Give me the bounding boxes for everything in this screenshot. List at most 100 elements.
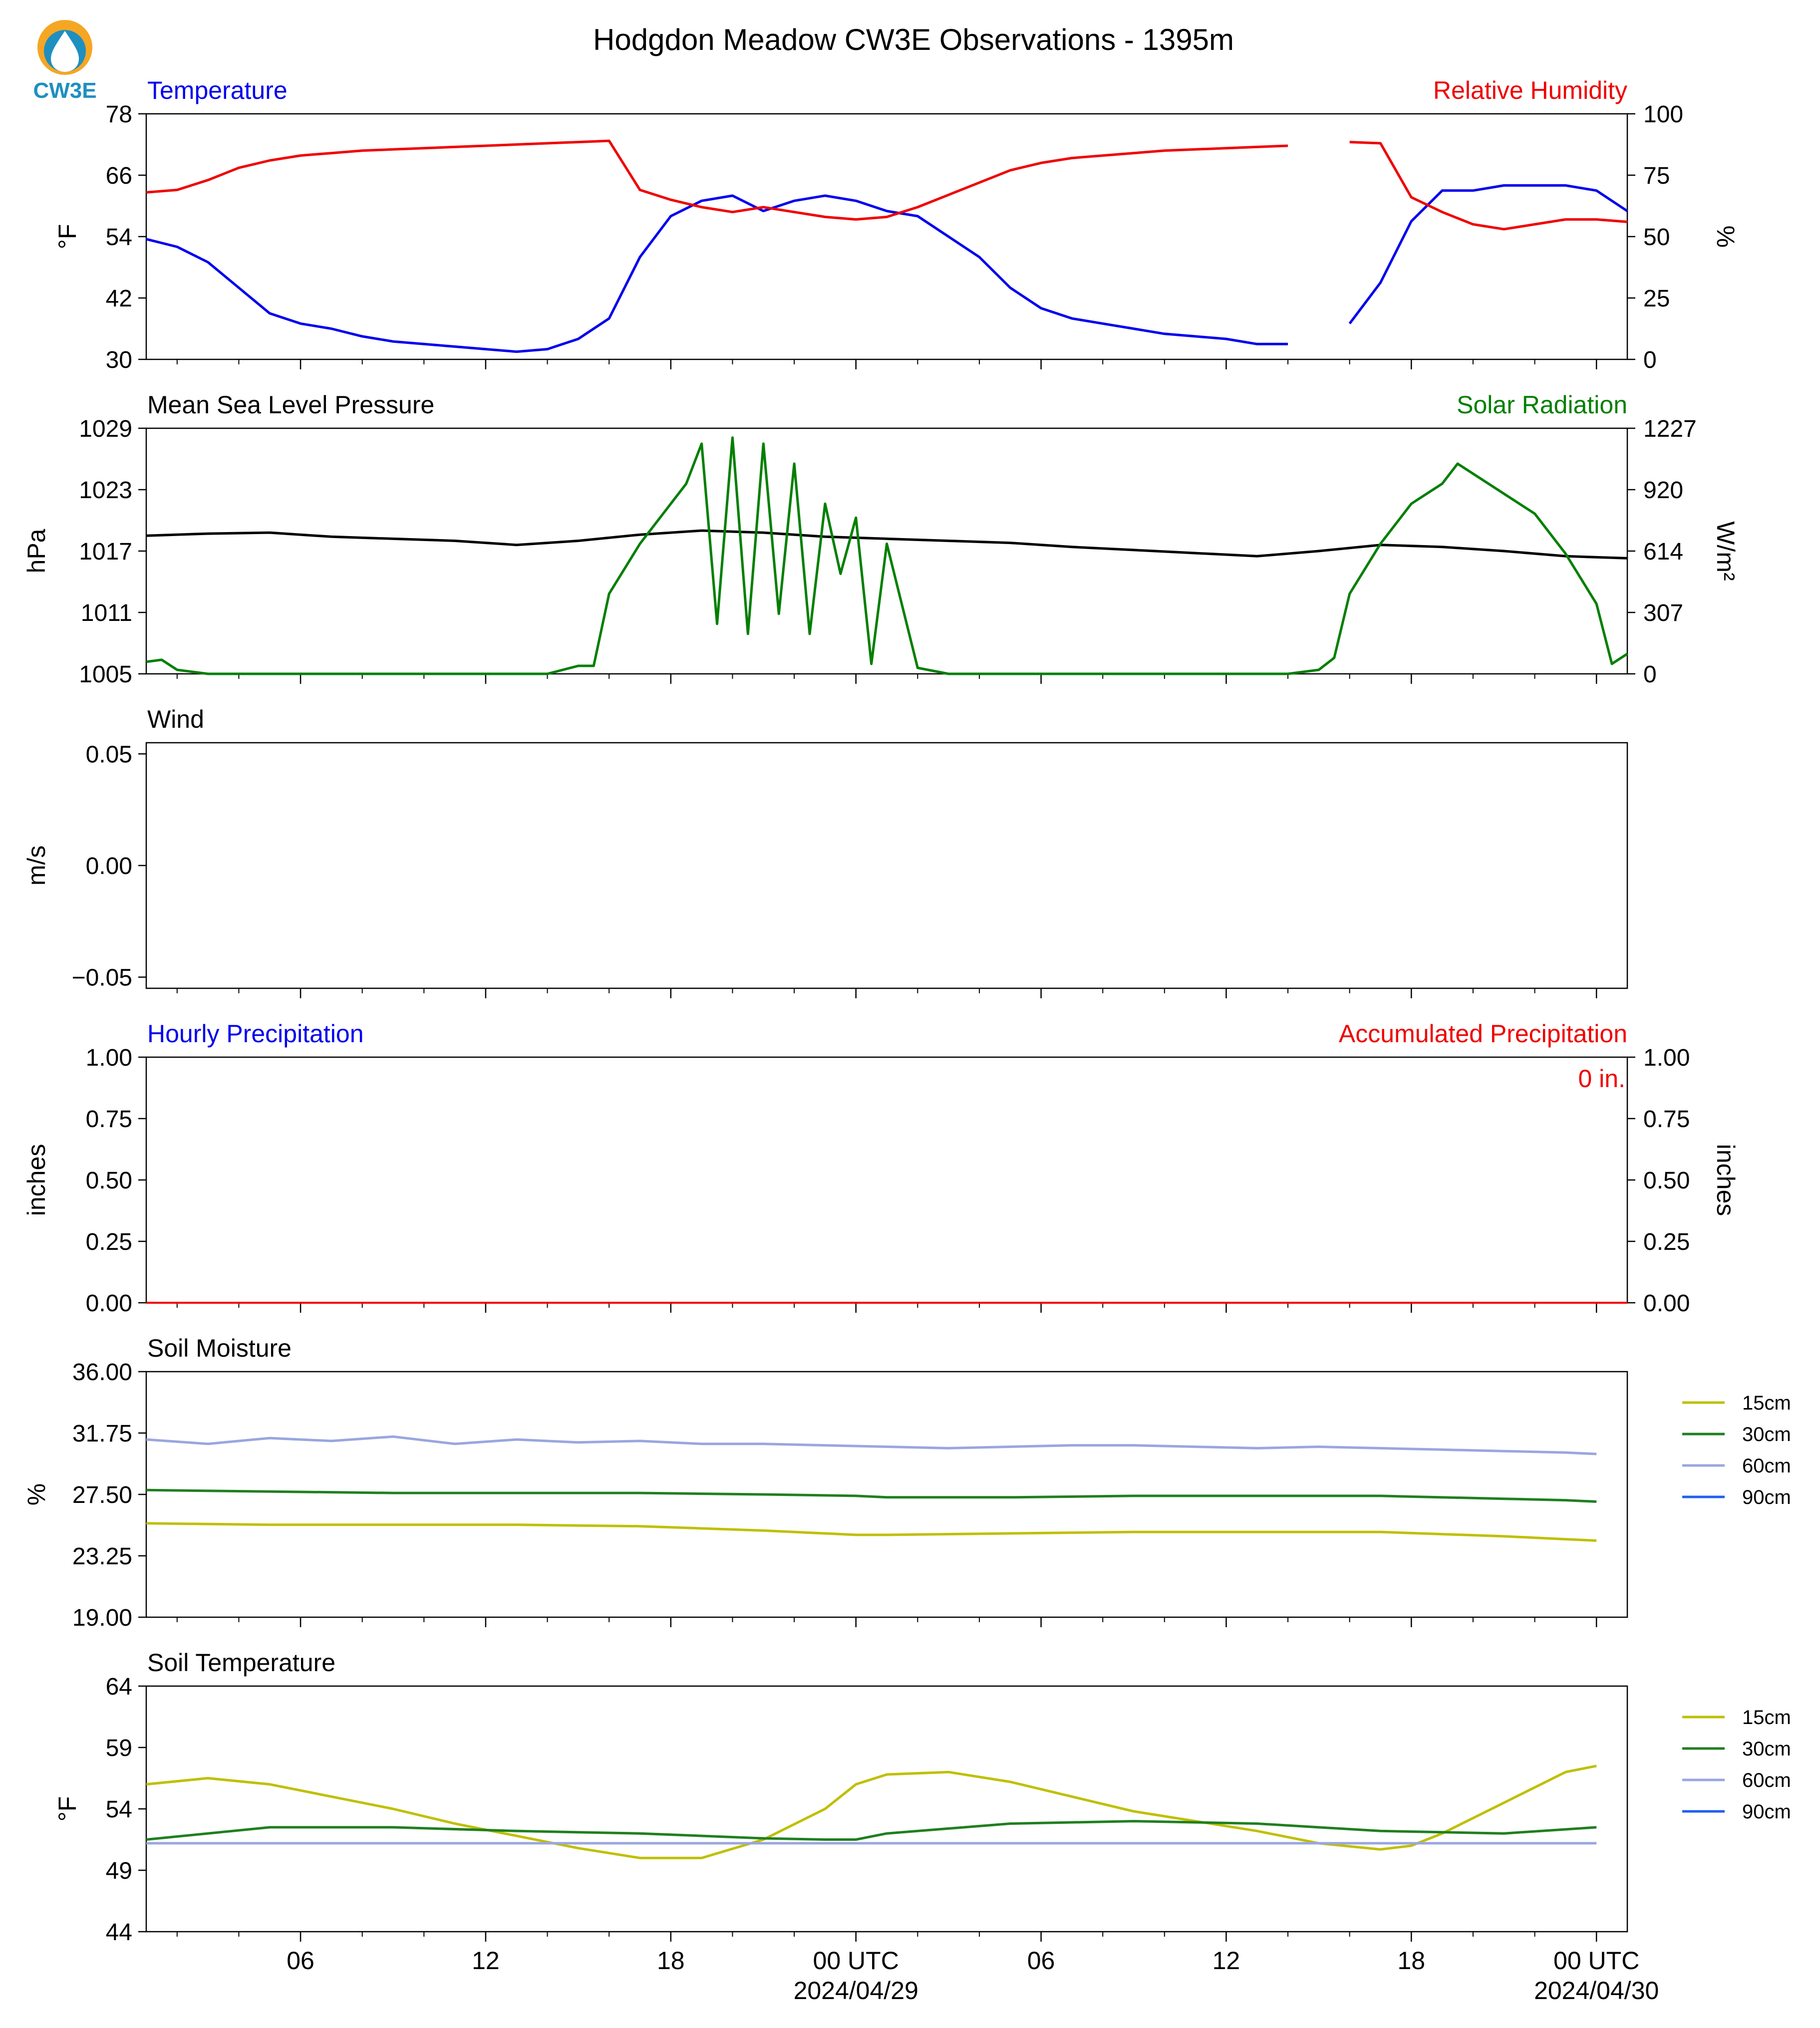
legend-entry: 30cm <box>1742 1738 1791 1760</box>
y2-tick-label: 307 <box>1643 600 1683 626</box>
y-axis-label: hPa <box>22 529 50 573</box>
y-tick-label: 0.50 <box>86 1167 132 1194</box>
y-tick-label: 59 <box>106 1735 132 1761</box>
y-axis-label: °F <box>53 224 81 250</box>
y-tick-label: 1011 <box>81 600 132 626</box>
x-tick-label: 18 <box>1398 1947 1426 1975</box>
y-tick-label: 42 <box>106 286 132 312</box>
legend-entry: 60cm <box>1742 1455 1791 1477</box>
x-tick-label: 12 <box>472 1947 500 1975</box>
panel-temp_rh: Temperature Relative Humidity 30 42 54 66 78 °F… <box>53 76 1740 373</box>
legend-entry: 30cm <box>1742 1424 1791 1446</box>
figure-title: Hodgdon Meadow CW3E Observations - 1395m <box>593 23 1234 56</box>
panel-right-title: Relative Humidity <box>1433 76 1627 104</box>
series-line <box>146 184 1628 353</box>
panel-soil_moisture: Soil Moisture 19.00 23.25 27.50 31.75 36.00% 1… <box>22 1334 1791 1631</box>
y2-tick-label: 100 <box>1643 101 1683 128</box>
series-line <box>146 1764 1597 1859</box>
y2-axis-label: W/m² <box>1712 521 1740 580</box>
y-tick-label: 0.00 <box>86 853 132 879</box>
panel-soil_temp: Soil Temperature 44 49 54 59 64 °F 15cm 30cm 60cm… <box>53 1649 1791 1946</box>
plot-frame <box>145 1371 1628 1618</box>
water-drop-icon <box>51 31 79 72</box>
y-tick-label: 64 <box>106 1674 132 1700</box>
y-axis-label: m/s <box>22 846 50 886</box>
y-tick-label: 23.25 <box>72 1543 132 1570</box>
y-axis-label: °F <box>53 1796 81 1822</box>
x-tick-label: 06 <box>287 1947 314 1975</box>
panel-left-title: Mean Sea Level Pressure <box>147 391 434 419</box>
y2-tick-label: 1.00 <box>1643 1045 1690 1071</box>
y2-tick-label: 75 <box>1643 163 1670 189</box>
plot-frame <box>145 742 1628 989</box>
y2-tick-label: 1227 <box>1643 416 1697 442</box>
y2-tick-label: 50 <box>1643 224 1670 251</box>
y2-tick-label: 0.75 <box>1643 1106 1690 1133</box>
panel-right-title: Solar Radiation <box>1457 391 1627 419</box>
y-tick-label: 1.00 <box>86 1045 132 1071</box>
y2-tick-label: 25 <box>1643 286 1670 312</box>
y-tick-label: 1029 <box>79 416 132 442</box>
y-tick-label: 78 <box>106 101 132 128</box>
panel-left-title: Temperature <box>147 76 288 104</box>
plot-frame <box>145 1685 1628 1933</box>
y-tick-label: 27.50 <box>72 1482 132 1508</box>
y-tick-label: 19.00 <box>72 1605 132 1631</box>
y-axis-label: % <box>22 1483 50 1505</box>
y-axis-label: inches <box>22 1144 50 1216</box>
x-date-label: 2024/04/29 <box>794 1977 918 2005</box>
x-tick-label: 00 UTC <box>1553 1947 1639 1975</box>
y2-tick-label: 0 <box>1643 661 1657 688</box>
x-tick-label: 12 <box>1213 1947 1240 1975</box>
x-tick-label: 06 <box>1027 1947 1055 1975</box>
y2-tick-label: 614 <box>1643 539 1683 565</box>
panel-left-title: Wind <box>147 705 204 733</box>
y-tick-label: 0.25 <box>86 1229 132 1255</box>
y-tick-label: 30 <box>106 347 132 373</box>
y-tick-label: 0.00 <box>86 1290 132 1317</box>
y2-tick-label: 0.00 <box>1643 1290 1690 1317</box>
y-tick-label: 1005 <box>79 661 132 688</box>
legend-entry: 15cm <box>1742 1392 1791 1414</box>
legend-entry: 90cm <box>1742 1801 1791 1823</box>
y-tick-label: 54 <box>106 224 132 251</box>
y2-tick-label: 0.25 <box>1643 1229 1690 1255</box>
accum-precip-annotation: 0 in. <box>1578 1065 1625 1093</box>
panel-precip: Hourly Precipitation Accumulated Precipit… <box>22 1020 1740 1317</box>
y-tick-label: 66 <box>106 163 132 189</box>
y-tick-label: 0.05 <box>86 741 132 768</box>
cw3e-logo: CW3E <box>33 20 97 103</box>
x-tick-label: 00 UTC <box>813 1947 899 1975</box>
panel-left-title: Soil Moisture <box>147 1334 292 1362</box>
x-date-label: 2024/04/30 <box>1534 1977 1659 2005</box>
series-line <box>146 1820 1597 1841</box>
panel-wind: Wind −0.05 0.00 0.05 m/s <box>22 705 1628 998</box>
panel-left-title: Soil Temperature <box>147 1649 335 1677</box>
panel-right-title: Accumulated Precipitation <box>1339 1020 1627 1048</box>
y-tick-label: 1023 <box>79 477 132 504</box>
series-line <box>146 1435 1597 1455</box>
y-tick-label: −0.05 <box>72 965 132 991</box>
y2-tick-label: 0 <box>1643 347 1657 373</box>
y2-tick-label: 0.50 <box>1643 1167 1690 1194</box>
legend-entry: 90cm <box>1742 1486 1791 1508</box>
y-tick-label: 0.75 <box>86 1106 132 1133</box>
y-tick-label: 1017 <box>79 539 132 565</box>
y2-axis-label: inches <box>1712 1144 1740 1216</box>
series-line <box>146 436 1628 675</box>
series-line <box>146 139 1628 231</box>
y2-axis-label: % <box>1712 226 1740 248</box>
y2-tick-label: 920 <box>1643 477 1683 504</box>
plot-frame <box>145 1056 1628 1304</box>
legend-entry: 15cm <box>1742 1707 1791 1729</box>
logo-text: CW3E <box>33 78 96 103</box>
x-tick-label: 18 <box>657 1947 685 1975</box>
series-line <box>146 1488 1597 1503</box>
panel-left-title: Hourly Precipitation <box>147 1020 364 1048</box>
legend-entry: 60cm <box>1742 1769 1791 1791</box>
y-tick-label: 49 <box>106 1858 132 1884</box>
y-tick-label: 54 <box>106 1796 132 1823</box>
y-tick-label: 31.75 <box>72 1421 132 1447</box>
y-tick-label: 36.00 <box>72 1359 132 1386</box>
